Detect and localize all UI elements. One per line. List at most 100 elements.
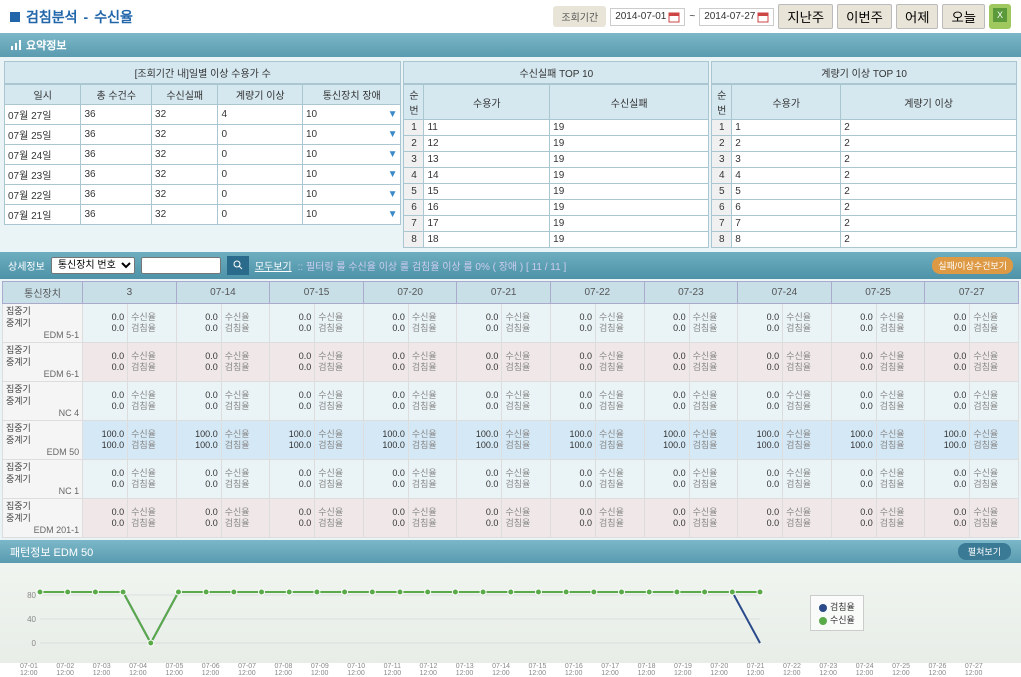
- title-bullet: [10, 12, 20, 22]
- value-cell: 0.00.0: [738, 343, 783, 382]
- table-header: 통신장치 장애: [302, 85, 401, 105]
- table-header: 3: [83, 282, 177, 304]
- table-cell: 18: [424, 232, 550, 248]
- summary-panel-header: 요약정보: [0, 33, 1021, 57]
- value-cell: 0.00.0: [270, 499, 315, 538]
- table-cell: 19: [550, 184, 709, 200]
- value-cell: 0.00.0: [644, 460, 689, 499]
- pattern-chart: 80400 검침율 수신율: [0, 563, 1021, 663]
- today-button[interactable]: 오늘: [942, 4, 985, 29]
- detail-row[interactable]: 집중기중계기EDM 6-10.00.0수신율검침율0.00.0수신율검침율0.0…: [3, 343, 1019, 382]
- this-week-button[interactable]: 이번주: [837, 4, 892, 29]
- table-row[interactable]: 51519: [404, 184, 709, 200]
- dropdown-cell[interactable]: 10▼: [302, 165, 401, 185]
- svg-text:80: 80: [27, 591, 36, 600]
- value-cell: 0.00.0: [363, 343, 408, 382]
- metric-label-cell: 수신율검침율: [502, 343, 551, 382]
- value-cell: 0.00.0: [925, 499, 970, 538]
- table-cell: 0: [218, 125, 303, 145]
- table-cell: 19: [550, 232, 709, 248]
- detail-row[interactable]: 집중기중계기NC 40.00.0수신율검침율0.00.0수신율검침율0.00.0…: [3, 382, 1019, 421]
- dropdown-cell[interactable]: 10▼: [302, 145, 401, 165]
- table-row[interactable]: 222: [712, 136, 1017, 152]
- dropdown-cell[interactable]: 10▼: [302, 205, 401, 225]
- table-header: 통신장치: [3, 282, 83, 304]
- search-button[interactable]: [227, 256, 249, 275]
- table-header: 수용가: [424, 85, 550, 120]
- metric-label-cell: 수신율검침율: [408, 499, 457, 538]
- table-row[interactable]: 61619: [404, 200, 709, 216]
- metric-label-cell: 수신율검침율: [128, 343, 177, 382]
- table-row[interactable]: 07월 22일3632010▼: [5, 185, 401, 205]
- table-header: 순번: [404, 85, 424, 120]
- table-cell: 2: [841, 152, 1017, 168]
- value-cell: 0.00.0: [738, 499, 783, 538]
- error-view-badge[interactable]: 실패/이상수건보기: [932, 257, 1013, 274]
- metric-label-cell: 수신율검침율: [502, 304, 551, 343]
- table-cell: 36: [81, 125, 152, 145]
- summary-table-meter-err: 순번수용가계량기 이상 112222332442552662772882: [711, 84, 1017, 248]
- dropdown-cell[interactable]: 10▼: [302, 105, 401, 125]
- table-row[interactable]: 772: [712, 216, 1017, 232]
- device-filter-input[interactable]: [141, 257, 221, 274]
- table-row[interactable]: 71719: [404, 216, 709, 232]
- table-row[interactable]: 112: [712, 120, 1017, 136]
- table-row[interactable]: 552: [712, 184, 1017, 200]
- metric-label-cell: 수신율검침율: [783, 460, 832, 499]
- metric-label-cell: 수신율검침율: [128, 421, 177, 460]
- value-cell: 0.00.0: [550, 304, 595, 343]
- table-row[interactable]: 07월 24일3632010▼: [5, 145, 401, 165]
- yesterday-button[interactable]: 어제: [896, 4, 939, 29]
- table-row[interactable]: 07월 21일3632010▼: [5, 205, 401, 225]
- detail-row[interactable]: 집중기중계기EDM 50100.0100.0수신율검침율100.0100.0수신…: [3, 421, 1019, 460]
- table-cell: 32: [152, 105, 218, 125]
- table-row[interactable]: 662: [712, 200, 1017, 216]
- date-from-input[interactable]: 2014-07-01: [610, 8, 685, 26]
- value-cell: 0.00.0: [270, 304, 315, 343]
- table-cell: 1: [404, 120, 424, 136]
- value-cell: 0.00.0: [644, 499, 689, 538]
- table-header: 07-20: [363, 282, 457, 304]
- bar-chart-icon: [10, 39, 22, 51]
- excel-export-button[interactable]: X: [989, 4, 1011, 29]
- table-row[interactable]: 31319: [404, 152, 709, 168]
- dropdown-cell[interactable]: 10▼: [302, 125, 401, 145]
- table-row[interactable]: 21219: [404, 136, 709, 152]
- value-cell: 0.00.0: [363, 499, 408, 538]
- table-row[interactable]: 07월 25일3632010▼: [5, 125, 401, 145]
- table-cell: 2: [841, 232, 1017, 248]
- table-row[interactable]: 11119: [404, 120, 709, 136]
- metric-label-cell: 수신율검침율: [596, 460, 645, 499]
- prev-week-button[interactable]: 지난주: [778, 4, 833, 29]
- table-row[interactable]: 07월 27일3632410▼: [5, 105, 401, 125]
- table-cell: 07월 27일: [5, 105, 81, 125]
- metric-label-cell: 수신율검침율: [970, 382, 1019, 421]
- device-filter-select[interactable]: 통신장치 번호: [51, 257, 135, 274]
- detail-row[interactable]: 집중기중계기EDM 5-10.00.0수신율검침율0.00.0수신율검침율0.0…: [3, 304, 1019, 343]
- table-row[interactable]: 332: [712, 152, 1017, 168]
- metric-label-cell: 수신율검침율: [128, 382, 177, 421]
- view-all-link[interactable]: 모두보기: [255, 258, 292, 273]
- table-cell: 2: [841, 120, 1017, 136]
- table-header: 07-24: [738, 282, 832, 304]
- value-cell: 0.00.0: [831, 304, 876, 343]
- detail-row[interactable]: 집중기중계기NC 10.00.0수신율검침율0.00.0수신율검침율0.00.0…: [3, 460, 1019, 499]
- dropdown-cell[interactable]: 10▼: [302, 185, 401, 205]
- table-cell: 4: [218, 105, 303, 125]
- pattern-expand-button[interactable]: 펼쳐보기: [958, 543, 1011, 560]
- metric-label-cell: 수신율검침율: [408, 343, 457, 382]
- table-cell: 1: [712, 120, 732, 136]
- table-row[interactable]: 882: [712, 232, 1017, 248]
- table-row[interactable]: 81819: [404, 232, 709, 248]
- table-row[interactable]: 07월 23일3632010▼: [5, 165, 401, 185]
- table-cell: 36: [81, 205, 152, 225]
- value-cell: 100.0100.0: [176, 421, 221, 460]
- table-header: 07-27: [925, 282, 1019, 304]
- detail-row[interactable]: 집중기중계기EDM 201-10.00.0수신율검침율0.00.0수신율검침율0…: [3, 499, 1019, 538]
- date-to-input[interactable]: 2014-07-27: [699, 8, 774, 26]
- table-cell: 07월 23일: [5, 165, 81, 185]
- table-row[interactable]: 41419: [404, 168, 709, 184]
- metric-label-cell: 수신율검침율: [596, 499, 645, 538]
- table-row[interactable]: 442: [712, 168, 1017, 184]
- table-cell: 07월 25일: [5, 125, 81, 145]
